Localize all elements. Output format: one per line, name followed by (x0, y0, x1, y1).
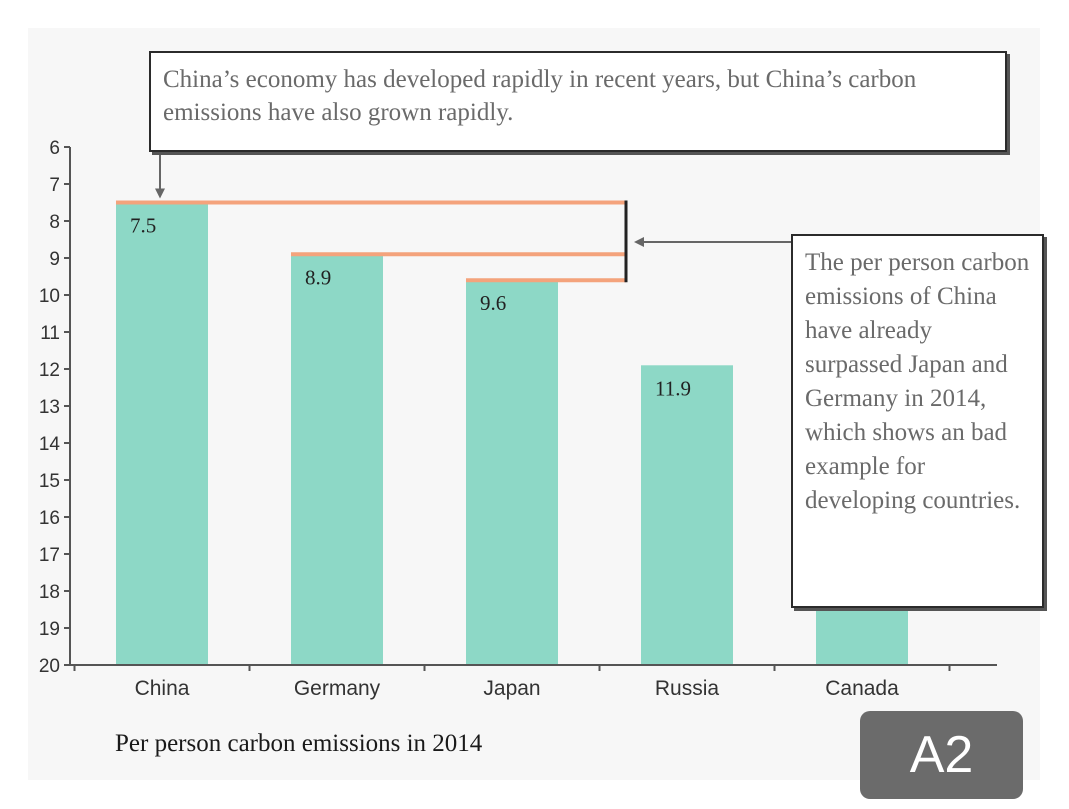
chart-caption: Per person carbon emissions in 2014 (115, 730, 483, 757)
y-tick-label: 8 (49, 212, 60, 233)
y-tick-label: 12 (39, 360, 60, 381)
data-label: 8.9 (305, 265, 331, 289)
y-tick-label: 10 (39, 286, 60, 307)
badge-label: A2 (860, 711, 1023, 799)
data-label: 9.6 (480, 291, 506, 315)
y-tick-label: 13 (39, 397, 60, 418)
category-label: Germany (294, 677, 381, 700)
y-tick-label: 15 (39, 471, 60, 492)
y-tick-label: 18 (39, 582, 60, 603)
data-label: 11.9 (655, 376, 691, 400)
bar-russia (641, 365, 733, 665)
y-tick-label: 6 (49, 138, 60, 159)
category-label: Canada (825, 677, 899, 700)
y-tick-label: 20 (39, 656, 60, 677)
annotation-top: China’s economy has developed rapidly in… (149, 51, 1007, 152)
y-tick-label: 11 (40, 323, 60, 344)
category-label: Russia (655, 677, 720, 700)
data-label: 7.5 (130, 214, 156, 238)
y-tick-label: 7 (49, 175, 60, 196)
y-tick-label: 14 (39, 434, 61, 455)
category-label: Japan (483, 677, 540, 700)
bar-germany (291, 254, 383, 666)
category-label: China (135, 677, 190, 700)
annotation-right: The per person carbon emissions of China… (791, 234, 1044, 608)
bar-china (116, 202, 208, 665)
y-tick-label: 9 (49, 249, 60, 270)
bar-japan (466, 280, 558, 665)
y-tick-label: 17 (39, 545, 60, 566)
y-tick-label: 19 (39, 619, 60, 640)
y-tick-label: 16 (39, 508, 60, 529)
